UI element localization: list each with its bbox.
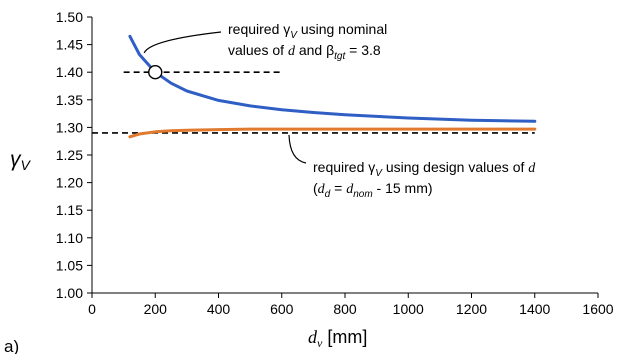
panel-label: a)	[4, 337, 19, 354]
y-axis-label-subscript: V	[21, 157, 32, 173]
x-axis-label-unit: [mm]	[327, 327, 367, 347]
leader-design	[288, 134, 307, 164]
x-axis-label-subscript: v	[317, 336, 323, 350]
y-tick-label: 1.45	[56, 37, 83, 53]
x-tick-label: 1600	[582, 301, 613, 317]
series-line	[128, 34, 537, 123]
marker-circle	[148, 64, 163, 80]
y-tick-label: 1.00	[56, 285, 83, 301]
y-ticks: 1.00 1.05 1.10 1.15 1.20 1.25 1.30 1.35 1.40 1.45…	[56, 9, 92, 301]
y-tick-label: 1.35	[56, 92, 83, 108]
x-tick-label: 600	[270, 301, 294, 317]
y-tick-label: 1.15	[56, 202, 83, 218]
reference-lines	[92, 71, 535, 134]
annotation-leaders	[143, 31, 307, 164]
y-tick-label: 1.10	[56, 230, 83, 246]
x-tick-label: 1400	[519, 301, 550, 317]
x-tick-label: 800	[333, 301, 357, 317]
y-tick-label: 1.25	[56, 147, 83, 163]
annotation-nominal-line1: required γV using nominal	[228, 21, 387, 41]
markers	[148, 64, 163, 80]
annotation-nominal-line2: values of d and βtgt = 3.8	[228, 42, 381, 62]
y-tick-label: 1.40	[56, 64, 83, 80]
x-tick-label: 200	[144, 301, 168, 317]
y-tick-label: 1.20	[56, 175, 83, 191]
x-tick-label: 0	[88, 301, 96, 317]
series-line	[128, 127, 537, 139]
x-ticks: 0 200 400 600 800 1000 1200 1400 1600	[88, 293, 614, 317]
y-tick-label: 1.05	[56, 257, 83, 273]
x-tick-label: 1200	[456, 301, 487, 317]
x-tick-label: 400	[207, 301, 231, 317]
leader-nominal	[143, 31, 222, 54]
y-axis-label: γV	[10, 148, 32, 173]
annotation-design-line2: (dd = dnom - 15 mm)	[313, 180, 433, 200]
series	[128, 34, 537, 139]
annotation-design-line1: required γV using design values of d	[313, 159, 536, 179]
x-axis-label-symbol: d	[308, 327, 318, 347]
y-tick-label: 1.30	[56, 119, 83, 135]
y-axis-label-symbol: γ	[10, 148, 22, 171]
y-tick-label: 1.50	[56, 9, 83, 25]
x-axis-label: dv [mm]	[308, 327, 367, 350]
x-tick-label: 1000	[393, 301, 424, 317]
